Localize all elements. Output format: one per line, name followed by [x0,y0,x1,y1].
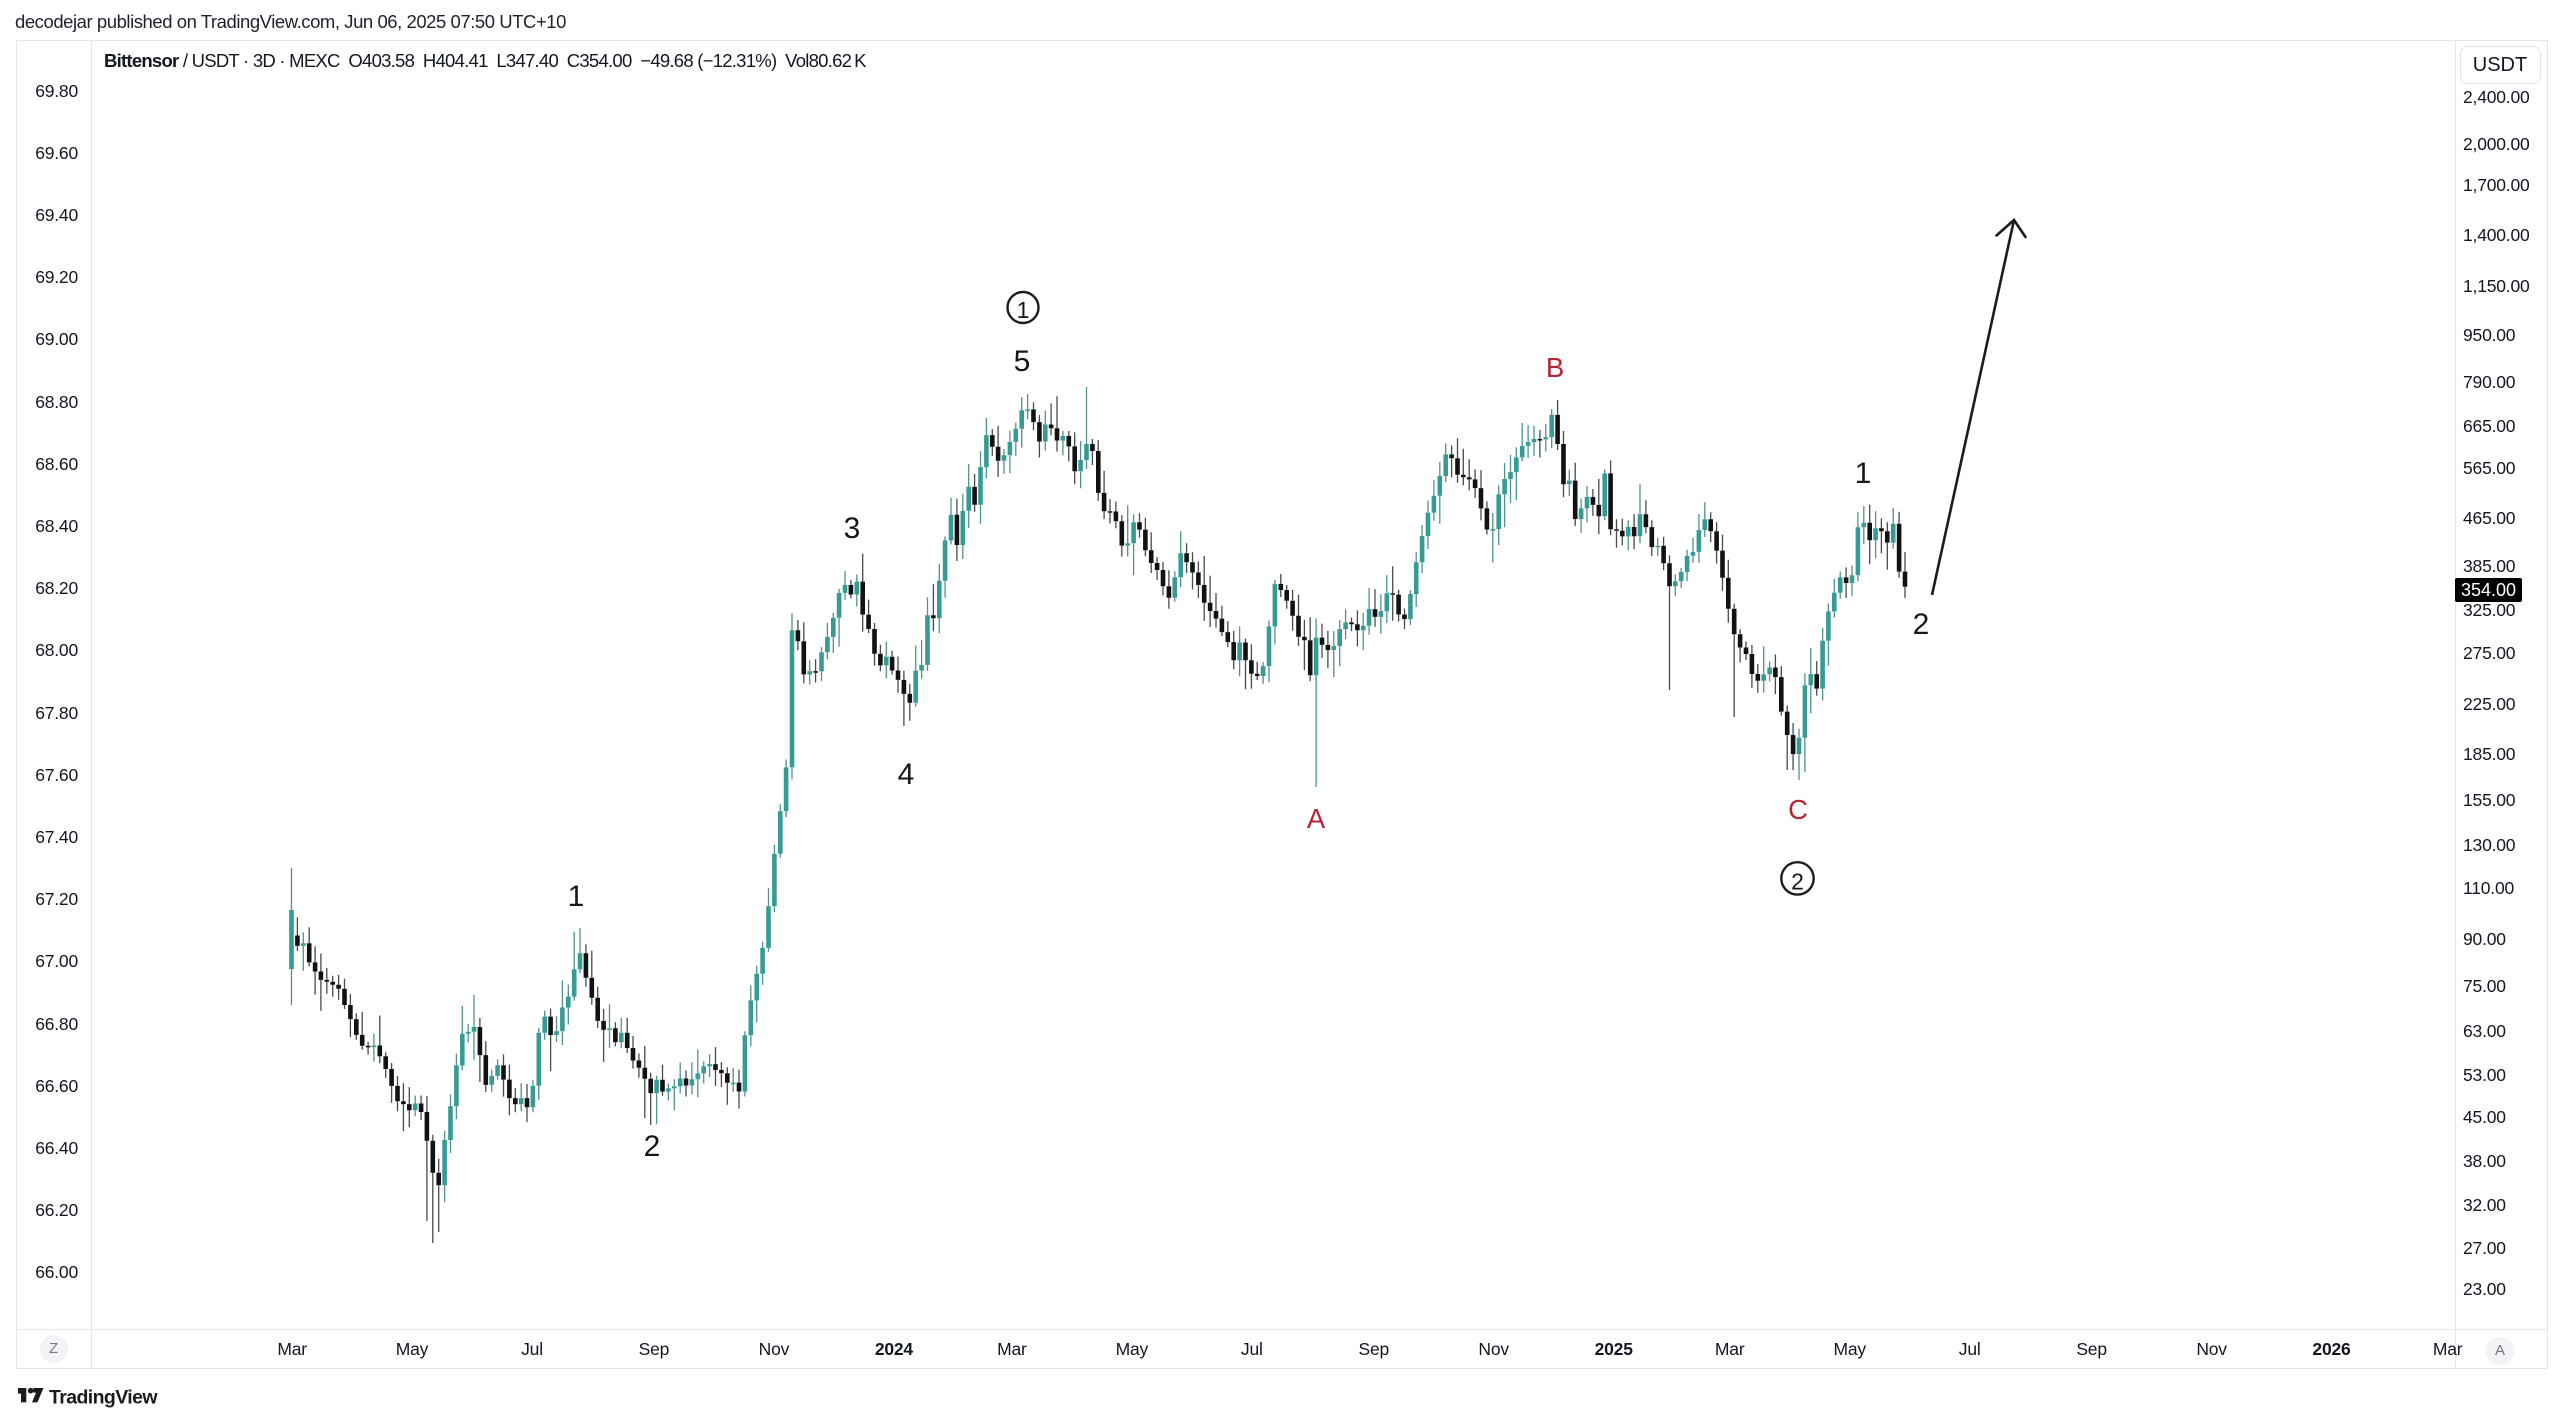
svg-text:1: 1 [1017,297,1030,323]
svg-text:TradingView: TradingView [49,1387,158,1408]
svg-text:2: 2 [1791,869,1804,895]
